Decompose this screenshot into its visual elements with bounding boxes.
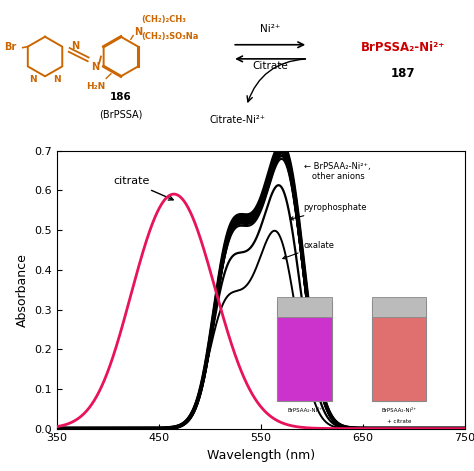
Text: Citrate: Citrate: [252, 61, 288, 71]
Text: N: N: [91, 62, 99, 72]
X-axis label: Wavelength (nm): Wavelength (nm): [207, 449, 315, 462]
Text: pyrophosphate: pyrophosphate: [290, 203, 367, 220]
Text: (CH₂)₂CH₃: (CH₂)₂CH₃: [141, 15, 186, 24]
Text: Br: Br: [4, 41, 17, 52]
Text: (BrPSSA): (BrPSSA): [99, 109, 143, 119]
Text: oxalate: oxalate: [283, 241, 335, 259]
Text: N: N: [71, 41, 79, 51]
Text: N: N: [29, 75, 36, 84]
Text: citrate: citrate: [113, 177, 173, 200]
Text: Citrate-Ni²⁺: Citrate-Ni²⁺: [209, 115, 265, 125]
Text: N: N: [54, 75, 61, 84]
Text: N: N: [135, 27, 143, 37]
Text: H₂N: H₂N: [86, 82, 105, 91]
Text: ← BrPSAA₂-Ni²⁺,
   other anions: ← BrPSAA₂-Ni²⁺, other anions: [303, 162, 370, 181]
Text: 186: 186: [110, 92, 132, 102]
Text: (CH₂)₃SO₃Na: (CH₂)₃SO₃Na: [141, 32, 199, 41]
Text: Ni²⁺: Ni²⁺: [260, 24, 280, 34]
Y-axis label: Absorbance: Absorbance: [16, 253, 29, 326]
Text: 187: 187: [391, 66, 415, 80]
Text: BrPSSA₂-Ni²⁺: BrPSSA₂-Ni²⁺: [361, 41, 445, 54]
